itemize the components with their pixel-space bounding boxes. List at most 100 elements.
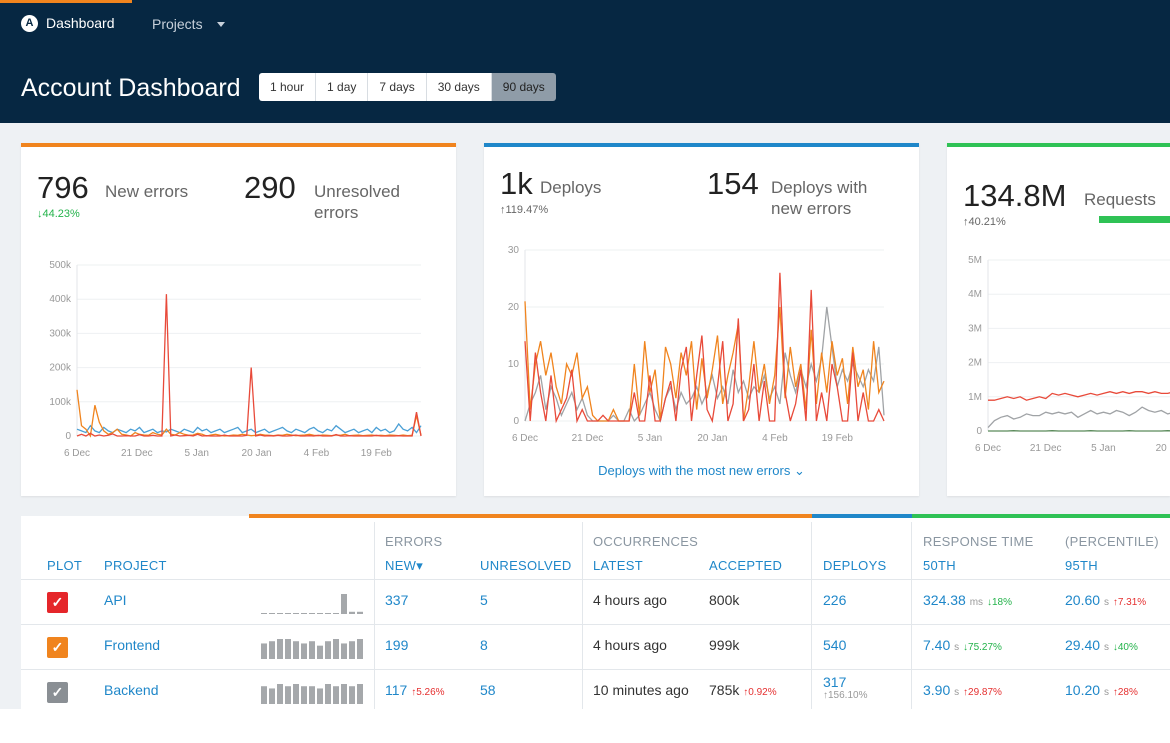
unresolved-cell[interactable]: 58 [480, 682, 496, 698]
p95-cell[interactable]: 20.60 s ↑7.31% [1065, 592, 1146, 608]
deploys-cell[interactable]: 317 ↑156.10% [823, 674, 867, 701]
project-link[interactable]: Backend [104, 682, 158, 698]
y-tick-label: 400k [49, 294, 72, 305]
range-90-days[interactable]: 90 days [491, 73, 556, 101]
spark-bar [277, 639, 283, 659]
table-row[interactable]: ✓ API 337 5 4 hours ago 800k 226 324.38 ms ↓18%… [21, 579, 1170, 624]
p95-cell[interactable]: 29.40 s ↓40% [1065, 637, 1138, 653]
unresolved-count: 5 [480, 592, 488, 608]
nav-projects[interactable]: Projects [152, 16, 203, 32]
new-cell[interactable]: 117 ↑5.26% [385, 682, 445, 698]
y-tick-label: 500k [49, 260, 72, 271]
spark-bar [301, 643, 307, 659]
y-tick-label: 20 [508, 302, 520, 313]
col-95th[interactable]: 95TH [1065, 558, 1098, 573]
p95-unit: s [1103, 687, 1109, 698]
deploys-most-errors-link[interactable]: Deploys with the most new errors ⌄ [598, 463, 805, 478]
deploys-cell[interactable]: 540 [823, 637, 846, 653]
series-line [987, 406, 1170, 429]
spark-bar [301, 613, 307, 614]
requests-label: Requests [1084, 190, 1156, 209]
requests-delta: ↑40.21% [963, 216, 1006, 228]
spark-bar [325, 684, 331, 704]
unresolved-cell[interactable]: 8 [480, 637, 488, 653]
table-row[interactable]: ✓ Backend 117 ↑5.26% 58 10 minutes ago 785k ↑… [21, 669, 1170, 709]
range-1-day[interactable]: 1 day [316, 73, 369, 101]
col-plot[interactable]: PLOT [47, 558, 83, 573]
new-cell[interactable]: 337 [385, 592, 408, 608]
range-30-days[interactable]: 30 days [426, 73, 492, 101]
nav-dashboard[interactable]: Dashboard [46, 15, 115, 31]
deploys-cell[interactable]: 226 [823, 592, 846, 608]
y-tick-label: 1M [968, 392, 982, 403]
deploys-delta: ↑156.10% [823, 690, 868, 701]
p95-value: 20.60 [1065, 592, 1101, 608]
accepted-count: 999k [709, 637, 740, 653]
range-7-days[interactable]: 7 days [368, 73, 427, 101]
card-accent-bar [484, 143, 919, 147]
errors-chart[interactable]: 0 100k 200k 300k 400k 500k 6 Dec 21 Dec 5 Jan 20 … [21, 253, 456, 463]
x-tick-label: 19 Feb [361, 448, 393, 459]
plot-checkbox[interactable]: ✓ [47, 637, 68, 658]
deploys-count: 317 [823, 674, 847, 690]
deploys-label: Deploys [540, 178, 602, 197]
col-project[interactable]: PROJECT [104, 558, 167, 573]
spark-bar [261, 686, 267, 704]
spark-bar [341, 594, 347, 614]
p50-cell[interactable]: 3.90 s ↑29.87% [923, 682, 1002, 698]
new-cell[interactable]: 199 [385, 637, 408, 653]
p95-value: 10.20 [1065, 682, 1101, 698]
deploys-value: 1k [500, 166, 533, 201]
p95-delta: ↓40% [1112, 642, 1138, 653]
spark-bar [285, 639, 291, 659]
requests-chart[interactable]: 0 1M 2M 3M 4M 5M 6 Dec 21 Dec 5 Jan 20 [947, 248, 1170, 463]
app-logo-icon[interactable]: A [21, 15, 38, 32]
project-link[interactable]: API [104, 592, 127, 608]
col-new[interactable]: NEW▾ [385, 558, 423, 574]
x-tick-label: 5 Jan [184, 448, 208, 459]
series-line [76, 294, 422, 437]
deploys-chart[interactable]: 0 10 20 30 6 Dec 21 Dec 5 Jan 20 Jan 4 Feb 19 Feb [484, 238, 919, 453]
y-tick-label: 10 [508, 359, 520, 370]
new-errors-delta: ↓44.23% [37, 208, 80, 220]
plot-checkbox[interactable]: ✓ [47, 592, 68, 613]
series-line [524, 301, 885, 422]
plot-checkbox[interactable]: ✓ [47, 682, 68, 703]
p95-unit: s [1103, 597, 1109, 608]
col-latest[interactable]: LATEST [593, 558, 643, 573]
spark-bar [317, 613, 323, 614]
errors-group-bar [249, 514, 812, 518]
x-tick-label: 6 Dec [512, 433, 538, 444]
page-title: Account Dashboard [21, 74, 241, 102]
latest-time: 4 hours ago [593, 592, 667, 608]
col-accepted[interactable]: ACCEPTED [709, 558, 783, 573]
requests-value: 134.8M [963, 178, 1067, 213]
range-1-hour[interactable]: 1 hour [259, 73, 317, 101]
deploys-count: 540 [823, 637, 847, 653]
new-errors-value: 796 [37, 170, 89, 205]
x-tick-label: 20 [1156, 443, 1168, 454]
column-divider [911, 522, 912, 709]
unresolved-count: 8 [480, 637, 488, 653]
y-tick-label: 200k [49, 363, 72, 374]
unresolved-cell[interactable]: 5 [480, 592, 488, 608]
series-line [988, 391, 1170, 401]
errors-sparkline [261, 684, 363, 704]
col-unresolved[interactable]: UNRESOLVED [480, 558, 572, 573]
p50-delta: ↓75.27% [963, 642, 1002, 653]
col-50th[interactable]: 50TH [923, 558, 956, 573]
project-link[interactable]: Frontend [104, 637, 160, 653]
p50-cell[interactable]: 7.40 s ↓75.27% [923, 637, 1002, 653]
spark-bar [357, 639, 363, 659]
p95-delta: ↑28% [1112, 687, 1138, 698]
p50-unit: s [954, 642, 960, 653]
spark-bar [357, 611, 363, 614]
table-row[interactable]: ✓ Frontend 199 8 4 hours ago 999k 540 7.40 s ↓7… [21, 624, 1170, 669]
group-response-time: RESPONSE TIME [923, 534, 1034, 549]
p50-cell[interactable]: 324.38 ms ↓18% [923, 592, 1012, 608]
col-deploys[interactable]: DEPLOYS [823, 558, 887, 573]
spark-bar [357, 684, 363, 704]
p95-cell[interactable]: 10.20 s ↑28% [1065, 682, 1138, 698]
chevron-down-icon[interactable] [217, 22, 225, 27]
col-new-label: NEW [385, 558, 417, 573]
